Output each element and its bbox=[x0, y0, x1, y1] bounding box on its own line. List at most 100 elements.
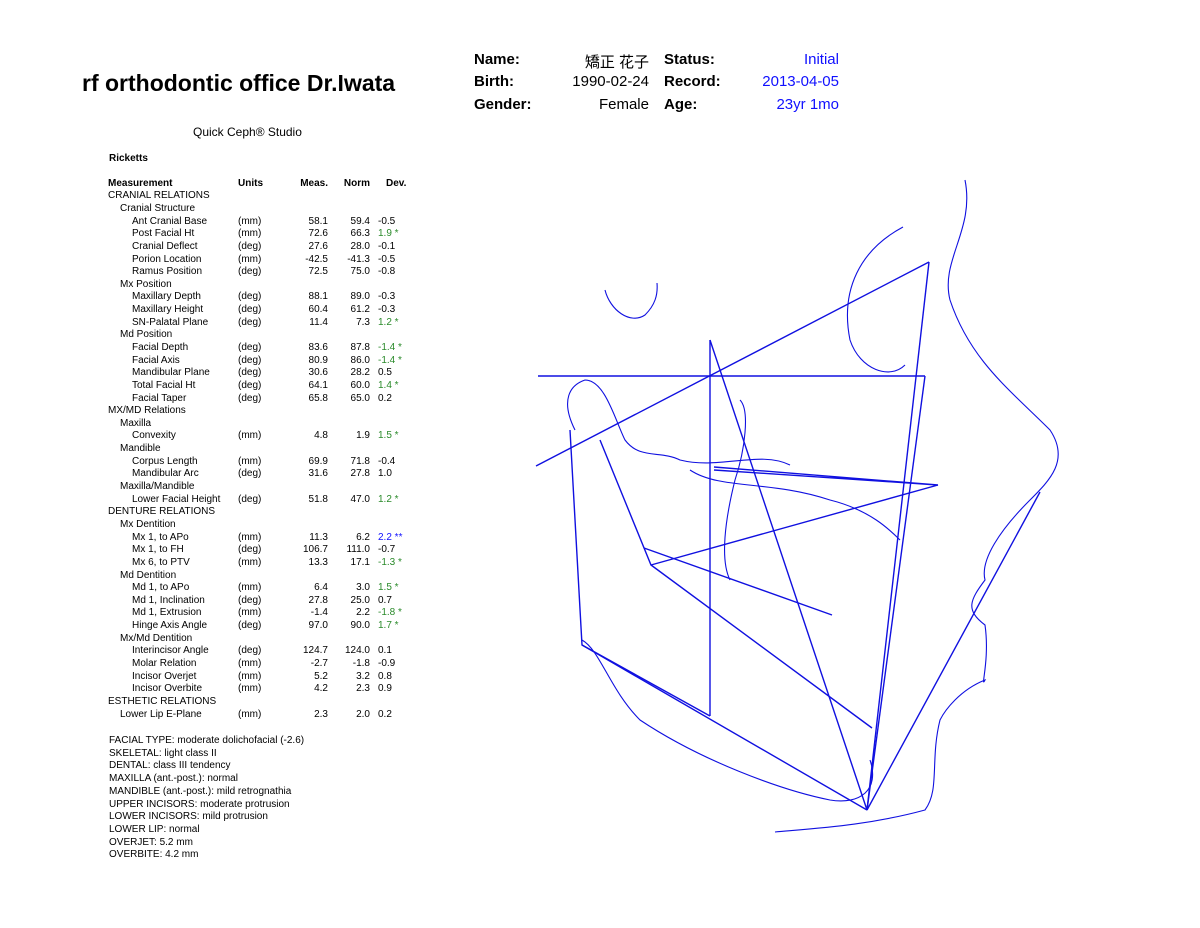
row-label: Maxilla bbox=[120, 417, 152, 429]
summary-line: OVERBITE: 4.2 mm bbox=[109, 849, 199, 861]
row-meas: 4.2 bbox=[314, 683, 328, 695]
row-meas: 124.7 bbox=[302, 645, 328, 657]
table-row: Convexity (mm) 4.8 1.9 1.5 * bbox=[108, 430, 428, 443]
table-row: Md Dentition bbox=[108, 569, 428, 582]
row-dev: 1.2 * bbox=[378, 316, 399, 328]
row-meas: 27.8 bbox=[308, 594, 328, 606]
birth-label: Birth: bbox=[474, 73, 514, 90]
row-meas: 69.9 bbox=[308, 455, 328, 467]
row-units: (deg) bbox=[238, 493, 262, 505]
row-meas: 31.6 bbox=[308, 468, 328, 480]
row-norm: 66.3 bbox=[350, 228, 370, 240]
row-units: (deg) bbox=[238, 304, 262, 316]
row-norm: 17.1 bbox=[350, 556, 370, 568]
row-norm: 86.0 bbox=[350, 354, 370, 366]
row-norm: 65.0 bbox=[350, 392, 370, 404]
analysis-name: Ricketts bbox=[109, 153, 148, 164]
row-meas: 2.3 bbox=[314, 708, 328, 720]
row-norm: 27.8 bbox=[350, 468, 370, 480]
record-label: Record: bbox=[664, 73, 721, 90]
age-label: Age: bbox=[664, 96, 698, 113]
row-units: (deg) bbox=[238, 392, 262, 404]
sn-line bbox=[535, 261, 930, 467]
gender: Female bbox=[598, 96, 649, 113]
table-row: Maxilla bbox=[108, 418, 428, 431]
table-row: Facial Depth (deg) 83.6 87.8 -1.4 * bbox=[108, 342, 428, 355]
row-label: Md 1, to APo bbox=[132, 582, 190, 594]
row-norm: 61.2 bbox=[350, 304, 370, 316]
row-norm: 87.8 bbox=[350, 342, 370, 353]
row-label: Total Facial Ht bbox=[132, 379, 196, 391]
row-dev: 1.2 * bbox=[378, 493, 399, 505]
row-norm: 3.0 bbox=[356, 582, 370, 594]
row-norm: 111.0 bbox=[346, 544, 370, 556]
summary-line: LOWER LIP: normal bbox=[109, 823, 200, 835]
analysis-lines bbox=[535, 261, 1041, 811]
pog-line bbox=[866, 375, 926, 811]
row-units: (deg) bbox=[238, 316, 262, 328]
row-dev: -1.3 * bbox=[378, 556, 402, 568]
row-units: (deg) bbox=[238, 594, 262, 606]
row-label: Maxillary Height bbox=[132, 304, 204, 316]
table-row: Interincisor Angle (deg) 124.7 124.0 0.1 bbox=[108, 645, 428, 658]
row-label: Cranial Deflect bbox=[132, 240, 198, 252]
row-label: DENTURE RELATIONS bbox=[108, 506, 216, 518]
gender-label: Gender: bbox=[474, 96, 532, 113]
office-title: rf orthodontic office Dr.Iwata bbox=[82, 70, 396, 96]
col-dev: Dev. bbox=[386, 178, 407, 189]
row-label: ESTHETIC RELATIONS bbox=[108, 695, 217, 707]
table-row: Md Position bbox=[108, 329, 428, 342]
col-units: Units bbox=[238, 178, 263, 189]
palatal-line bbox=[643, 547, 833, 616]
row-norm: 60.0 bbox=[350, 379, 370, 391]
row-label: Md Position bbox=[120, 329, 173, 341]
row-dev: 1.4 * bbox=[378, 379, 399, 391]
row-dev: 1.5 * bbox=[378, 582, 399, 594]
row-label: Hinge Axis Angle bbox=[132, 620, 208, 632]
row-meas: 58.1 bbox=[308, 215, 328, 227]
row-dev: -0.4 bbox=[378, 455, 396, 467]
row-dev: 0.9 bbox=[378, 683, 392, 695]
row-label: Cranial Structure bbox=[120, 202, 196, 214]
row-meas: -2.7 bbox=[310, 658, 328, 670]
row-units: (mm) bbox=[238, 253, 262, 265]
row-units: (mm) bbox=[238, 670, 262, 682]
table-row: Post Facial Ht (mm) 72.6 66.3 1.9 * bbox=[108, 228, 428, 241]
table-row: Maxilla/Mandible bbox=[108, 481, 428, 494]
row-dev: 1.9 * bbox=[378, 228, 399, 240]
row-meas: 72.5 bbox=[308, 266, 328, 278]
row-norm: 28.0 bbox=[350, 240, 370, 252]
soft-tissue bbox=[567, 179, 1059, 833]
row-norm: 3.2 bbox=[356, 670, 370, 682]
row-meas: 30.6 bbox=[308, 367, 328, 379]
table-row: Mx 1, to APo (mm) 11.3 6.2 2.2 ** bbox=[108, 531, 428, 544]
row-label: Ramus Position bbox=[132, 266, 203, 278]
row-units: (mm) bbox=[238, 556, 262, 568]
row-dev: 1.5 * bbox=[378, 430, 399, 442]
row-meas: 106.7 bbox=[302, 544, 328, 556]
row-meas: 83.6 bbox=[308, 342, 328, 353]
row-norm: -41.3 bbox=[347, 253, 370, 265]
row-label: Facial Taper bbox=[132, 392, 187, 404]
table-row: SN-Palatal Plane (deg) 11.4 7.3 1.2 * bbox=[108, 316, 428, 329]
row-dev: 1.0 bbox=[378, 468, 392, 480]
row-dev: 0.1 bbox=[378, 645, 392, 657]
ramus-outline bbox=[567, 379, 791, 466]
row-meas: 64.1 bbox=[308, 379, 328, 391]
row-dev: 0.2 bbox=[378, 708, 392, 720]
facial-plane bbox=[866, 261, 930, 811]
table-row: Mx/Md Dentition bbox=[108, 632, 428, 645]
row-units: (deg) bbox=[238, 291, 262, 303]
row-dev: -0.1 bbox=[378, 240, 396, 252]
row-meas: 80.9 bbox=[308, 354, 328, 366]
row-units: (mm) bbox=[238, 658, 262, 670]
row-label: Mandibular Arc bbox=[132, 468, 199, 480]
row-label: Mx Position bbox=[120, 278, 172, 290]
table-row: DENTURE RELATIONS bbox=[108, 506, 428, 519]
row-units: (deg) bbox=[238, 266, 262, 278]
table-row: Mx 6, to PTV (mm) 13.3 17.1 -1.3 * bbox=[108, 557, 428, 570]
row-dev: 1.7 * bbox=[378, 620, 399, 632]
table-row: Ant Cranial Base (mm) 58.1 59.4 -0.5 bbox=[108, 215, 428, 228]
facial-axis bbox=[709, 339, 868, 811]
row-units: (deg) bbox=[238, 645, 262, 657]
